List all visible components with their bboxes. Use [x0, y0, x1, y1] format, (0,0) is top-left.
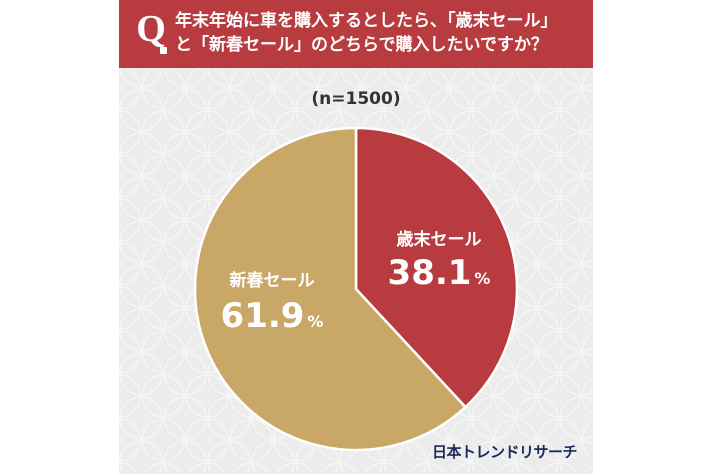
- slice-label-2: 新春セール: [230, 270, 315, 291]
- question-line-2: と「新春セール」のどちらで購入したいですか？: [175, 35, 548, 55]
- brand-logo: 日本トレンドリサーチ: [431, 443, 578, 461]
- question-text: 年末年始に車を購入するとしたら、「歳末セール」 と「新春セール」のどちらで購入し…: [175, 9, 585, 57]
- slice-value-1: 38.1%: [388, 253, 491, 293]
- slice-value-2: 61.9%: [221, 296, 324, 336]
- pie-chart: 歳末セール 38.1 % 新春セール 61.9%: [193, 126, 519, 452]
- q-badge: Q: [133, 9, 169, 55]
- slice-label-1: 歳末セール: [397, 229, 482, 250]
- question-line-1: 年末年始に車を購入するとしたら、「歳末セール」: [175, 11, 558, 31]
- q-letter: Q: [136, 8, 166, 50]
- survey-card: Q 年末年始に車を購入するとしたら、「歳末セール」 と「新春セール」のどちらで購…: [119, 0, 593, 474]
- pie-slice-2: [193, 126, 468, 452]
- question-banner: Q 年末年始に車を購入するとしたら、「歳末セール」 と「新春セール」のどちらで購…: [119, 0, 593, 68]
- q-dot: [160, 47, 167, 54]
- pie-slice-1: [354, 126, 519, 409]
- sample-size: (n=1500): [311, 89, 401, 109]
